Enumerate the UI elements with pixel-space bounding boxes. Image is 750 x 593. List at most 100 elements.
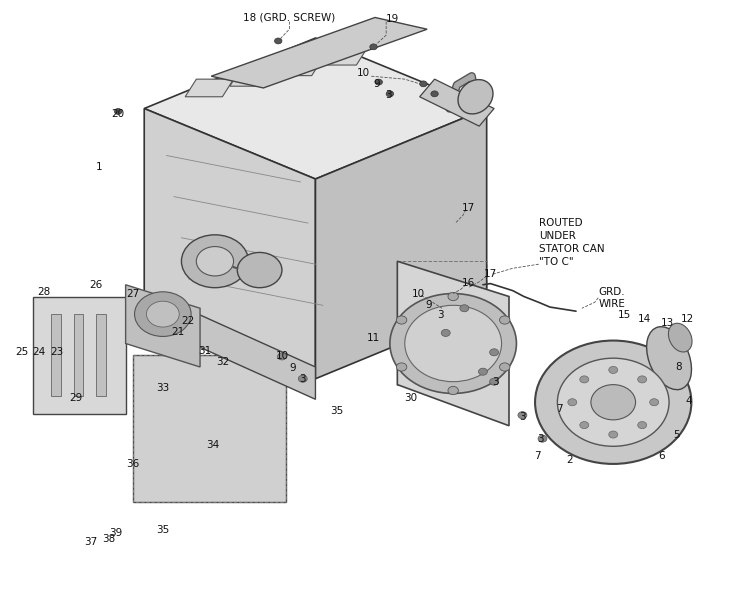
Text: 26: 26 (89, 280, 103, 290)
Text: 19: 19 (386, 14, 400, 24)
Circle shape (557, 358, 669, 447)
Circle shape (397, 363, 406, 371)
Circle shape (298, 375, 307, 382)
Circle shape (518, 412, 526, 419)
Circle shape (430, 91, 438, 97)
Text: 33: 33 (156, 382, 170, 393)
Text: 18 (GRD. SCREW): 18 (GRD. SCREW) (243, 12, 335, 23)
Text: 8: 8 (676, 362, 682, 372)
Ellipse shape (668, 323, 692, 352)
Circle shape (490, 378, 499, 385)
Polygon shape (51, 314, 61, 396)
Text: 10: 10 (275, 352, 289, 361)
Circle shape (196, 247, 233, 276)
Circle shape (538, 435, 547, 442)
Polygon shape (133, 355, 286, 502)
Circle shape (591, 385, 635, 420)
Text: 32: 32 (216, 358, 229, 367)
Circle shape (397, 316, 406, 324)
Circle shape (638, 422, 646, 429)
Circle shape (237, 253, 282, 288)
Polygon shape (316, 109, 487, 379)
Text: WIRE: WIRE (598, 298, 625, 308)
Text: 4: 4 (686, 396, 692, 406)
Text: 11: 11 (367, 333, 380, 343)
Ellipse shape (646, 327, 692, 390)
Circle shape (580, 376, 589, 383)
Text: 6: 6 (658, 451, 665, 461)
Circle shape (609, 366, 618, 374)
Text: 30: 30 (404, 393, 417, 403)
Circle shape (370, 44, 377, 50)
Text: UNDER: UNDER (538, 231, 576, 241)
Text: 10: 10 (412, 289, 424, 298)
Text: 3: 3 (385, 90, 392, 100)
Text: "TO C": "TO C" (538, 257, 574, 267)
Polygon shape (230, 69, 278, 86)
Circle shape (405, 305, 502, 382)
Text: 38: 38 (102, 534, 115, 544)
Circle shape (274, 38, 282, 44)
Text: 28: 28 (37, 287, 50, 297)
Circle shape (386, 91, 394, 97)
Polygon shape (211, 17, 427, 88)
Text: 27: 27 (127, 289, 140, 298)
Circle shape (420, 81, 427, 87)
Circle shape (609, 431, 618, 438)
Text: 23: 23 (50, 347, 63, 358)
Circle shape (115, 109, 122, 114)
Text: ROUTED: ROUTED (538, 218, 583, 228)
Circle shape (535, 340, 692, 464)
Ellipse shape (458, 79, 493, 114)
Circle shape (500, 363, 510, 371)
Text: 39: 39 (110, 528, 122, 538)
Circle shape (580, 422, 589, 429)
Circle shape (146, 301, 179, 327)
Circle shape (182, 235, 248, 288)
Polygon shape (398, 262, 509, 426)
Polygon shape (144, 109, 316, 379)
Text: 10: 10 (357, 68, 370, 78)
Text: 24: 24 (32, 347, 45, 358)
Circle shape (441, 329, 450, 336)
Text: 15: 15 (618, 310, 631, 320)
Text: 9: 9 (425, 299, 432, 310)
Text: 29: 29 (69, 393, 82, 403)
Text: 31: 31 (199, 346, 212, 356)
Text: 9: 9 (374, 79, 380, 89)
Text: 3: 3 (437, 310, 444, 320)
Polygon shape (32, 296, 125, 414)
Polygon shape (159, 296, 316, 399)
Text: 17: 17 (484, 269, 497, 279)
Text: 3: 3 (519, 412, 526, 422)
Polygon shape (125, 285, 200, 367)
Text: 37: 37 (84, 537, 98, 547)
Polygon shape (74, 314, 83, 396)
Text: 13: 13 (661, 318, 674, 328)
Text: 3: 3 (537, 433, 544, 444)
Text: 5: 5 (674, 429, 680, 439)
Text: 3: 3 (299, 374, 306, 384)
Circle shape (460, 305, 469, 312)
Text: 34: 34 (206, 439, 219, 449)
Text: 21: 21 (171, 327, 184, 337)
Text: 25: 25 (15, 347, 28, 358)
Text: 17: 17 (461, 203, 475, 213)
Text: GRD.: GRD. (598, 287, 625, 297)
Text: 1: 1 (96, 162, 103, 172)
Text: 12: 12 (681, 314, 694, 324)
Text: 14: 14 (638, 314, 651, 324)
Polygon shape (96, 314, 106, 396)
Circle shape (448, 387, 458, 394)
Text: 7: 7 (556, 404, 563, 415)
Text: 20: 20 (112, 109, 125, 119)
Circle shape (568, 398, 577, 406)
Circle shape (500, 316, 510, 324)
Circle shape (134, 292, 191, 336)
Polygon shape (420, 79, 494, 126)
Circle shape (448, 292, 458, 301)
Polygon shape (320, 47, 368, 65)
Text: 22: 22 (181, 316, 194, 326)
Text: 35: 35 (330, 406, 343, 416)
Circle shape (638, 376, 646, 383)
